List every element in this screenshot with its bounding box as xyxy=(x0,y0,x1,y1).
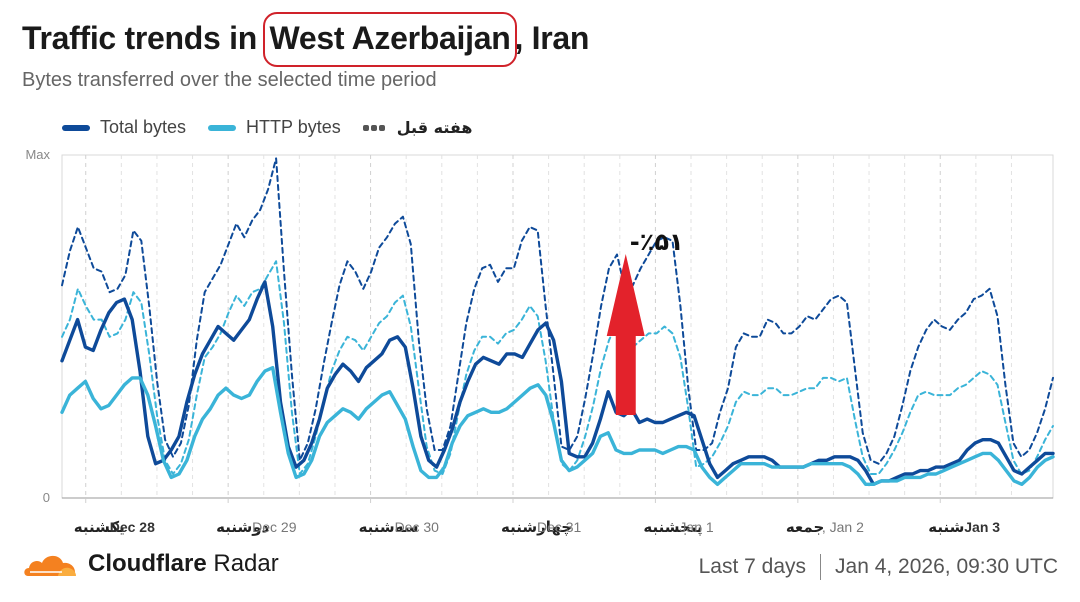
y-tick-zero: 0 xyxy=(43,490,50,505)
legend-item-total[interactable]: Total bytes xyxy=(62,117,186,138)
legend-item-previous-week[interactable]: هفته قبل xyxy=(362,118,473,137)
chart-legend: Total bytes HTTP bytes هفته قبل xyxy=(62,117,494,138)
series-line-previous-total xyxy=(61,157,1054,465)
x-tick-date: Dec 28 xyxy=(110,519,155,535)
cloud-icon xyxy=(24,555,76,576)
x-tick-day: چهارشنبه xyxy=(501,518,572,537)
page-subtitle: Bytes transferred over the selected time… xyxy=(22,69,437,91)
time-range-label[interactable]: Last 7 days xyxy=(698,555,807,578)
brand-radar: Radar xyxy=(213,550,279,577)
annotation-arrow xyxy=(606,254,645,415)
x-tick-date: Dec 31 xyxy=(537,519,582,535)
footer-meta: Last 7 days Jan 4, 2026, 09:30 UTC xyxy=(699,554,1058,580)
annotation-label: -٪۵۱ xyxy=(630,228,684,256)
x-tick-date: Dec 30 xyxy=(395,519,440,535)
x-tick-date: Dec 29 xyxy=(252,519,297,535)
x-tick-date: Jan 1 xyxy=(679,519,713,535)
x-tick-day: شنبه xyxy=(928,518,964,536)
x-tick-date: Jan 3 xyxy=(964,519,1000,535)
legend-swatch-total xyxy=(62,124,90,131)
legend-swatch-http xyxy=(208,124,237,131)
x-tick-date: , Jan 2 xyxy=(822,519,864,535)
chart-annotation: -٪۵۱ xyxy=(606,228,684,415)
y-tick-max: Max xyxy=(25,147,50,162)
cloudflare-logo[interactable]: Cloudflare Radar xyxy=(22,550,279,578)
series-line-http xyxy=(60,366,1055,486)
title-suffix: , Iran xyxy=(514,20,590,56)
chart-grid xyxy=(61,154,1054,506)
brand-cloudflare: Cloudflare xyxy=(88,550,207,577)
legend-label-total: Total bytes xyxy=(100,117,187,137)
x-tick-day: جمعه xyxy=(786,518,824,536)
x-tick-day: دوشنبه xyxy=(216,518,269,536)
title-region-highlighted: West Azerbaijan xyxy=(262,12,518,67)
legend-label-previous: هفته قبل xyxy=(396,118,473,137)
brand-name: Cloudflare Radar xyxy=(88,550,279,578)
title-prefix: Traffic trends in xyxy=(22,20,266,56)
legend-swatch-previous xyxy=(362,124,387,131)
page-title: Traffic trends in West Azerbaijan, Iran xyxy=(22,12,590,67)
x-tick-day: یکشنبه xyxy=(74,518,125,536)
x-tick-day: پنجشنبه xyxy=(643,518,702,537)
x-tick-day: سه‌شنبه xyxy=(359,518,419,536)
legend-item-http[interactable]: HTTP bytes xyxy=(208,117,341,138)
legend-label-http: HTTP bytes xyxy=(246,117,341,137)
chart-series xyxy=(60,157,1055,486)
footer-divider xyxy=(820,554,822,580)
timestamp-label: Jan 4, 2026, 09:30 UTC xyxy=(835,555,1058,578)
